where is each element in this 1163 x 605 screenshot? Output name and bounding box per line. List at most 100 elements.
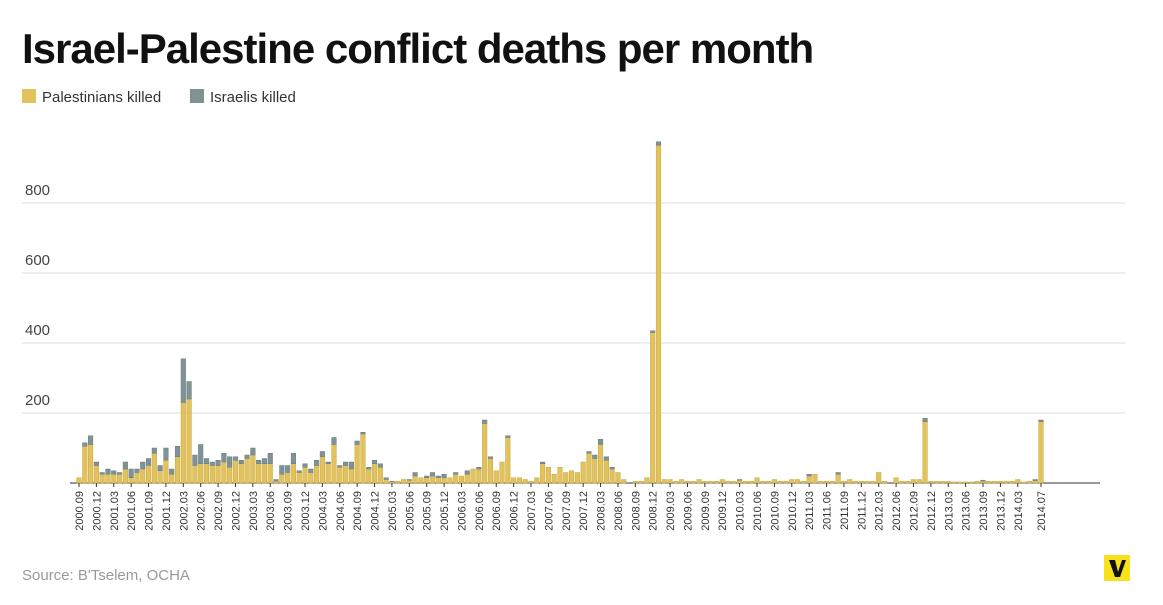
bar-segment [656,145,661,483]
x-tick-label: 2010.03 [735,491,747,531]
bar-segment [737,480,742,483]
bar-segment [355,445,360,484]
x-tick-label: 2013.12 [995,491,1007,531]
bar-segment [175,457,180,483]
bar-segment [465,474,470,483]
bar-segment [123,469,128,483]
bar-segment [88,436,93,445]
bar-segment [650,331,655,333]
bar-segment [349,469,354,483]
bar-segment [135,469,140,473]
bar-segment [285,466,290,473]
bar-segment [193,466,198,484]
x-tick-label: 2005.12 [439,491,451,531]
bar-segment [1021,482,1026,483]
bar-segment [280,474,285,483]
bar-segment [975,481,980,483]
x-tick-label: 2004.12 [370,491,382,531]
bar-segment [372,464,377,483]
x-tick-label: 2004.06 [335,491,347,531]
legend-label: Palestinians killed [42,89,161,106]
bar-segment [482,424,487,484]
bar-segment [587,452,592,454]
bar-segment [82,446,87,483]
bar-segment [911,480,916,484]
bar-segment [198,445,203,464]
bar-segment [123,462,128,469]
bar-segment [187,399,192,483]
bar-segment [952,482,957,483]
bar-segment [987,481,992,483]
bar-segment [940,481,945,483]
bar-segment [691,481,696,483]
legend-label: Israelis killed [210,89,296,106]
bar-segment [761,481,766,483]
bar-segment [297,473,302,484]
bar-segment [842,481,847,483]
bar-segment [337,466,342,468]
bar-segment [268,464,273,483]
bar-segment [239,464,244,483]
bar-segment [314,466,319,484]
bar-segment [581,462,586,483]
bar-segment [442,474,447,478]
bar-segment [210,466,215,484]
bar-segment [303,467,308,483]
bar-segment [216,460,221,465]
bar-segment [535,478,540,483]
bar-segment [929,481,934,483]
bar-segment [1033,481,1038,483]
bar-segment [251,448,256,455]
x-tick-label: 2001.03 [109,491,121,531]
bar-segment [749,481,754,483]
bar-segment [198,464,203,483]
bar-segment [181,359,186,403]
bar-segment [106,474,111,483]
x-tick-label: 2008.09 [630,491,642,531]
chart-title: Israel-Palestine conflict deaths per mon… [22,25,813,72]
x-tick-label: 2012.09 [908,491,920,531]
bar-segment [477,469,482,483]
bar-segment [923,418,928,422]
x-tick-label: 2006.09 [491,491,503,531]
bar-segment [158,466,163,471]
bar-segment [309,473,314,484]
bar-segment [343,462,348,466]
bar-segment [1015,480,1020,484]
x-tick-label: 2006.03 [456,491,468,531]
bar-segment [778,481,783,483]
bar-segment [981,480,986,481]
bar-segment [645,478,650,483]
bar-segment [471,469,476,483]
bar-segment [187,382,192,400]
x-tick-label: 2008.03 [596,491,608,531]
x-tick-label: 2003.06 [265,491,277,531]
bar-segment [297,471,302,473]
bar-segment [506,438,511,484]
x-tick-label: 2004.03 [317,491,329,531]
x-tick-label: 2012.06 [891,491,903,531]
bar-segment [239,460,244,464]
bar-segment [737,480,742,481]
bar-segment [726,481,731,483]
bar-segment [610,467,615,469]
bar-segment [424,478,429,483]
bar-segment [164,448,169,460]
bar-segment [453,473,458,475]
x-tick-label: 2010.09 [769,491,781,531]
x-tick-label: 2010.06 [752,491,764,531]
y-tick-label: 800 [25,182,50,199]
bar-segment [865,481,870,483]
bar-segment [361,434,366,483]
bar-segment [274,480,279,482]
x-tick-label: 2008.12 [648,491,660,531]
bar-segment [152,448,157,453]
bar-segment [772,480,777,484]
legend-swatch [22,89,36,103]
bar-segment [117,473,122,475]
bar-segment [291,464,296,483]
bar-segment [291,453,296,464]
x-tick-label: 2007.03 [526,491,538,531]
bar-segment [981,481,986,483]
bar-segment [552,474,557,483]
